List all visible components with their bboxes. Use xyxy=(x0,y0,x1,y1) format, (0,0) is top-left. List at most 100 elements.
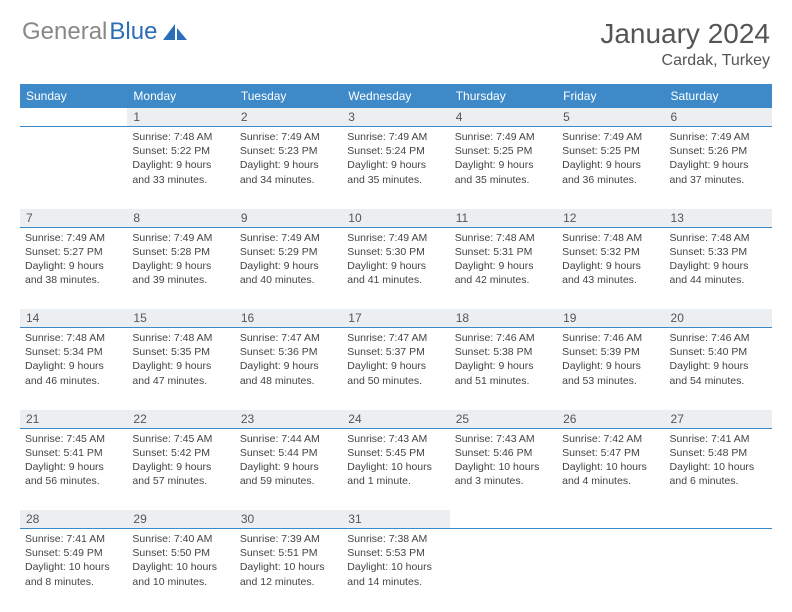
day-number-cell: 3 xyxy=(342,108,449,127)
day-cell-text: Sunrise: 7:49 AMSunset: 5:29 PMDaylight:… xyxy=(235,228,342,291)
logo-sail-icon xyxy=(161,22,189,42)
daylight-line: Daylight: 9 hours and 40 minutes. xyxy=(240,259,337,287)
sunrise-line: Sunrise: 7:47 AM xyxy=(240,331,337,345)
daylight-line: Daylight: 10 hours and 1 minute. xyxy=(347,460,444,488)
day-cell: Sunrise: 7:49 AMSunset: 5:28 PMDaylight:… xyxy=(127,227,234,309)
logo-text-gray: General xyxy=(22,18,107,46)
day-number-cell: 20 xyxy=(665,309,772,328)
day-number-cell: 4 xyxy=(450,108,557,127)
day-number-cell: 31 xyxy=(342,510,449,529)
day-cell-text: Sunrise: 7:48 AMSunset: 5:33 PMDaylight:… xyxy=(665,228,772,291)
day-cell: Sunrise: 7:40 AMSunset: 5:50 PMDaylight:… xyxy=(127,529,234,611)
day-cell: Sunrise: 7:49 AMSunset: 5:23 PMDaylight:… xyxy=(235,127,342,209)
daylight-line: Daylight: 9 hours and 46 minutes. xyxy=(25,359,122,387)
sunrise-line: Sunrise: 7:48 AM xyxy=(132,130,229,144)
sunset-line: Sunset: 5:37 PM xyxy=(347,345,444,359)
day-cell-text: Sunrise: 7:47 AMSunset: 5:36 PMDaylight:… xyxy=(235,328,342,391)
day-cell-text: Sunrise: 7:43 AMSunset: 5:46 PMDaylight:… xyxy=(450,429,557,492)
day-cell: Sunrise: 7:49 AMSunset: 5:24 PMDaylight:… xyxy=(342,127,449,209)
day-cell-text: Sunrise: 7:39 AMSunset: 5:51 PMDaylight:… xyxy=(235,529,342,592)
calendar-table: SundayMondayTuesdayWednesdayThursdayFrid… xyxy=(20,84,772,611)
day-number-cell: 23 xyxy=(235,410,342,429)
daylight-line: Daylight: 9 hours and 51 minutes. xyxy=(455,359,552,387)
day-cell xyxy=(450,529,557,611)
sunset-line: Sunset: 5:25 PM xyxy=(455,144,552,158)
day-number-row: 21222324252627 xyxy=(20,410,772,429)
daylight-line: Daylight: 10 hours and 8 minutes. xyxy=(25,560,122,588)
sunset-line: Sunset: 5:27 PM xyxy=(25,245,122,259)
day-number-cell: 16 xyxy=(235,309,342,328)
sunrise-line: Sunrise: 7:45 AM xyxy=(25,432,122,446)
day-cell-text: Sunrise: 7:48 AMSunset: 5:22 PMDaylight:… xyxy=(127,127,234,190)
day-cell-text: Sunrise: 7:46 AMSunset: 5:39 PMDaylight:… xyxy=(557,328,664,391)
day-cell xyxy=(665,529,772,611)
sunset-line: Sunset: 5:31 PM xyxy=(455,245,552,259)
day-header-cell: Sunday xyxy=(20,84,127,108)
sunset-line: Sunset: 5:39 PM xyxy=(562,345,659,359)
daylight-line: Daylight: 9 hours and 57 minutes. xyxy=(132,460,229,488)
day-cell-text: Sunrise: 7:42 AMSunset: 5:47 PMDaylight:… xyxy=(557,429,664,492)
sunset-line: Sunset: 5:42 PM xyxy=(132,446,229,460)
day-number-cell: 13 xyxy=(665,209,772,228)
day-cell-text: Sunrise: 7:48 AMSunset: 5:34 PMDaylight:… xyxy=(20,328,127,391)
daylight-line: Daylight: 9 hours and 43 minutes. xyxy=(562,259,659,287)
daylight-line: Daylight: 9 hours and 36 minutes. xyxy=(562,158,659,186)
day-number-cell: 17 xyxy=(342,309,449,328)
day-header-cell: Tuesday xyxy=(235,84,342,108)
week-row: Sunrise: 7:48 AMSunset: 5:22 PMDaylight:… xyxy=(20,127,772,209)
day-cell: Sunrise: 7:49 AMSunset: 5:25 PMDaylight:… xyxy=(557,127,664,209)
sunset-line: Sunset: 5:24 PM xyxy=(347,144,444,158)
daylight-line: Daylight: 10 hours and 6 minutes. xyxy=(670,460,767,488)
day-cell: Sunrise: 7:46 AMSunset: 5:40 PMDaylight:… xyxy=(665,328,772,410)
daylight-line: Daylight: 9 hours and 56 minutes. xyxy=(25,460,122,488)
day-cell xyxy=(557,529,664,611)
day-cell-text: Sunrise: 7:48 AMSunset: 5:31 PMDaylight:… xyxy=(450,228,557,291)
sunrise-line: Sunrise: 7:49 AM xyxy=(347,130,444,144)
day-number-cell: 8 xyxy=(127,209,234,228)
day-number-cell: 24 xyxy=(342,410,449,429)
day-number-cell: 7 xyxy=(20,209,127,228)
daylight-line: Daylight: 9 hours and 37 minutes. xyxy=(670,158,767,186)
sunrise-line: Sunrise: 7:39 AM xyxy=(240,532,337,546)
sunset-line: Sunset: 5:25 PM xyxy=(562,144,659,158)
sunrise-line: Sunrise: 7:41 AM xyxy=(670,432,767,446)
daylight-line: Daylight: 9 hours and 59 minutes. xyxy=(240,460,337,488)
day-cell-text: Sunrise: 7:49 AMSunset: 5:27 PMDaylight:… xyxy=(20,228,127,291)
day-cell-text: Sunrise: 7:41 AMSunset: 5:48 PMDaylight:… xyxy=(665,429,772,492)
day-header-cell: Monday xyxy=(127,84,234,108)
day-cell-text: Sunrise: 7:49 AMSunset: 5:30 PMDaylight:… xyxy=(342,228,449,291)
sunrise-line: Sunrise: 7:49 AM xyxy=(670,130,767,144)
logo-text-blue: Blue xyxy=(109,18,157,46)
week-row: Sunrise: 7:45 AMSunset: 5:41 PMDaylight:… xyxy=(20,428,772,510)
sunset-line: Sunset: 5:46 PM xyxy=(455,446,552,460)
sunrise-line: Sunrise: 7:49 AM xyxy=(25,231,122,245)
location: Cardak, Turkey xyxy=(600,52,770,70)
daylight-line: Daylight: 9 hours and 35 minutes. xyxy=(455,158,552,186)
day-number-cell: 1 xyxy=(127,108,234,127)
header: General Blue January 2024 Cardak, Turkey xyxy=(0,0,792,78)
sunrise-line: Sunrise: 7:40 AM xyxy=(132,532,229,546)
day-cell: Sunrise: 7:42 AMSunset: 5:47 PMDaylight:… xyxy=(557,428,664,510)
daylight-line: Daylight: 9 hours and 38 minutes. xyxy=(25,259,122,287)
day-cell-text: Sunrise: 7:44 AMSunset: 5:44 PMDaylight:… xyxy=(235,429,342,492)
daylight-line: Daylight: 9 hours and 50 minutes. xyxy=(347,359,444,387)
sunrise-line: Sunrise: 7:46 AM xyxy=(670,331,767,345)
sunrise-line: Sunrise: 7:41 AM xyxy=(25,532,122,546)
sunset-line: Sunset: 5:40 PM xyxy=(670,345,767,359)
sunset-line: Sunset: 5:41 PM xyxy=(25,446,122,460)
daylight-line: Daylight: 10 hours and 14 minutes. xyxy=(347,560,444,588)
day-cell-text: Sunrise: 7:49 AMSunset: 5:25 PMDaylight:… xyxy=(557,127,664,190)
day-cell-text: Sunrise: 7:49 AMSunset: 5:28 PMDaylight:… xyxy=(127,228,234,291)
sunset-line: Sunset: 5:34 PM xyxy=(25,345,122,359)
day-number-cell xyxy=(450,510,557,529)
daylight-line: Daylight: 9 hours and 53 minutes. xyxy=(562,359,659,387)
month-title: January 2024 xyxy=(600,18,770,50)
sunset-line: Sunset: 5:53 PM xyxy=(347,546,444,560)
day-cell: Sunrise: 7:48 AMSunset: 5:33 PMDaylight:… xyxy=(665,227,772,309)
sunset-line: Sunset: 5:32 PM xyxy=(562,245,659,259)
day-number-cell: 18 xyxy=(450,309,557,328)
day-number-cell xyxy=(557,510,664,529)
day-cell: Sunrise: 7:41 AMSunset: 5:49 PMDaylight:… xyxy=(20,529,127,611)
day-cell: Sunrise: 7:49 AMSunset: 5:30 PMDaylight:… xyxy=(342,227,449,309)
day-cell: Sunrise: 7:44 AMSunset: 5:44 PMDaylight:… xyxy=(235,428,342,510)
